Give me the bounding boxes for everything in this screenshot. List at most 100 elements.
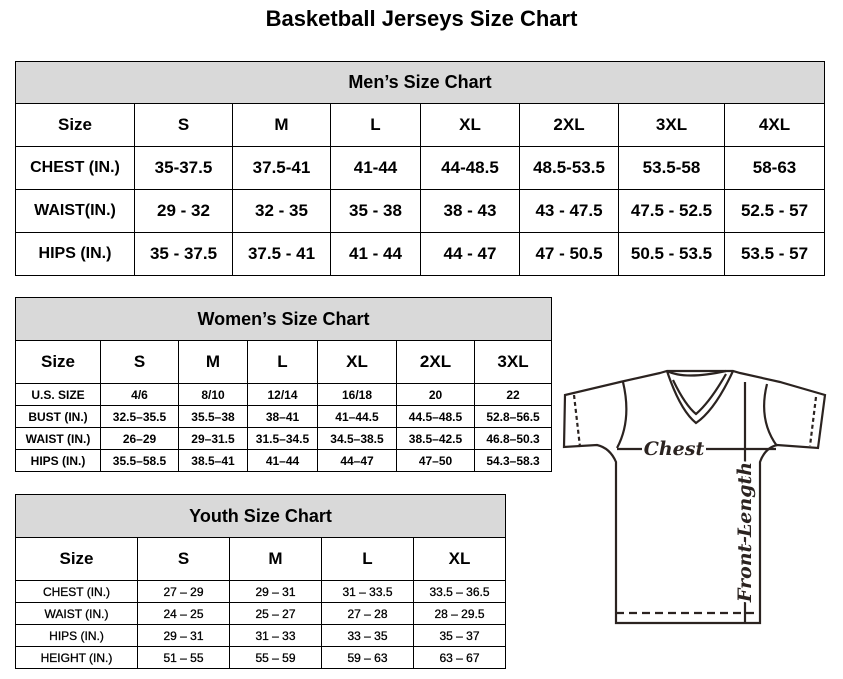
table-row: HEIGHT (IN.) 51 – 55 55 – 59 59 – 63 63 – 67 bbox=[15, 646, 507, 669]
row-label: CHEST (IN.) bbox=[15, 146, 135, 190]
front-length-label: Front Length bbox=[734, 462, 756, 603]
table-cell: 51 – 55 bbox=[137, 646, 230, 669]
table-row: U.S. SIZE 4/6 8/10 12/14 16/18 20 22 bbox=[15, 383, 553, 406]
table-row: HIPS (IN.) 35.5–58.5 38.5–41 41–44 44–47 47–5… bbox=[15, 449, 553, 472]
shirt-outline bbox=[562, 369, 827, 625]
table-cell: 25 – 27 bbox=[229, 602, 322, 625]
column-header: L bbox=[247, 340, 318, 384]
table-caption: Youth Size Chart bbox=[14, 494, 507, 538]
table-cell: 52.8–56.5 bbox=[473, 405, 553, 428]
table-cell: 34.5–38.5 bbox=[317, 427, 397, 450]
table-cell: 52.5 - 57 bbox=[724, 189, 825, 233]
table-cell: 38 - 43 bbox=[420, 189, 520, 233]
table-row: WAIST (IN.) 26–29 29–31.5 31.5–34.5 34.5–38.… bbox=[15, 427, 553, 450]
table-cell: 47–50 bbox=[396, 449, 475, 472]
table-cell: 4/6 bbox=[100, 383, 179, 406]
table-cell: 28 – 29.5 bbox=[412, 602, 507, 625]
table-cell: 29 – 31 bbox=[229, 580, 322, 603]
column-header: Size bbox=[15, 340, 101, 384]
table-cell: 44.5–48.5 bbox=[396, 405, 475, 428]
table-cell: 47 - 50.5 bbox=[519, 232, 619, 276]
table-cell: 35 - 37.5 bbox=[134, 232, 233, 276]
table-cell: 48.5-53.5 bbox=[519, 146, 619, 190]
column-header: L bbox=[321, 537, 414, 581]
row-label: U.S. SIZE bbox=[15, 383, 101, 406]
table-cell: 27 – 29 bbox=[137, 580, 230, 603]
table-cell: 37.5-41 bbox=[232, 146, 331, 190]
column-header: Size bbox=[15, 537, 138, 581]
table-cell: 29 - 32 bbox=[134, 189, 233, 233]
column-header: M bbox=[178, 340, 248, 384]
table-cell: 44 - 47 bbox=[420, 232, 520, 276]
table-cell: 35.5–58.5 bbox=[100, 449, 179, 472]
table-cell: 33.5 – 36.5 bbox=[412, 580, 507, 603]
column-header: XL bbox=[317, 340, 397, 384]
jersey-diagram: Chest Front Length bbox=[562, 369, 827, 625]
table-cell: 58-63 bbox=[724, 146, 825, 190]
column-header: 2XL bbox=[519, 103, 619, 147]
table-cell: 8/10 bbox=[178, 383, 248, 406]
table-cell: 31 – 33 bbox=[229, 624, 322, 647]
table-row: CHEST (IN.) 35-37.5 37.5-41 41-44 44-48.5 48.… bbox=[15, 146, 825, 190]
table-cell: 29–31.5 bbox=[178, 427, 248, 450]
table-cell: 20 bbox=[396, 383, 475, 406]
table-cell: 44-48.5 bbox=[420, 146, 520, 190]
table-cell: 41-44 bbox=[330, 146, 421, 190]
column-header: S bbox=[100, 340, 179, 384]
womens-size-table: Women’s Size Chart Size S M L XL 2XL 3XL U.S. SI… bbox=[14, 297, 553, 472]
table-row: HIPS (IN.) 35 - 37.5 37.5 - 41 41 - 44 44 - … bbox=[15, 232, 825, 276]
table-cell: 32.5–35.5 bbox=[100, 405, 179, 428]
table-cell: 22 bbox=[473, 383, 553, 406]
table-cell: 47.5 - 52.5 bbox=[618, 189, 725, 233]
table-row: BUST (IN.) 32.5–35.5 35.5–38 38–41 41–44.5 44… bbox=[15, 405, 553, 428]
table-cell: 38–41 bbox=[247, 405, 318, 428]
table-cell: 32 - 35 bbox=[232, 189, 331, 233]
youth-size-table: Youth Size Chart Size S M L XL CHEST (IN.) 27 –… bbox=[14, 494, 507, 669]
table-row: CHEST (IN.) 27 – 29 29 – 31 31 – 33.5 33.5 –… bbox=[15, 580, 507, 603]
table-cell: 35.5–38 bbox=[178, 405, 248, 428]
table-cell: 29 – 31 bbox=[137, 624, 230, 647]
table-cell: 24 – 25 bbox=[137, 602, 230, 625]
chest-label: Chest bbox=[644, 438, 705, 460]
row-label: WAIST (IN.) bbox=[15, 427, 101, 450]
table-cell: 46.8–50.3 bbox=[473, 427, 553, 450]
table-cell: 54.3–58.3 bbox=[473, 449, 553, 472]
column-header: XL bbox=[412, 537, 507, 581]
row-label: BUST (IN.) bbox=[15, 405, 101, 428]
column-header: 2XL bbox=[396, 340, 475, 384]
table-row: HIPS (IN.) 29 – 31 31 – 33 33 – 35 35 – 37 bbox=[15, 624, 507, 647]
column-header: Size bbox=[15, 103, 135, 147]
column-header: S bbox=[137, 537, 230, 581]
table-caption: Men’s Size Chart bbox=[15, 61, 825, 104]
column-header: M bbox=[232, 103, 331, 147]
table-cell: 26–29 bbox=[100, 427, 179, 450]
row-label: HIPS (IN.) bbox=[15, 624, 138, 647]
row-label: WAIST(IN.) bbox=[15, 189, 135, 233]
column-header: XL bbox=[420, 103, 520, 147]
table-cell: 31.5–34.5 bbox=[247, 427, 318, 450]
table-cell: 41–44 bbox=[247, 449, 318, 472]
table-cell: 43 - 47.5 bbox=[519, 189, 619, 233]
column-header: L bbox=[330, 103, 421, 147]
table-cell: 33 – 35 bbox=[321, 624, 414, 647]
table-cell: 35-37.5 bbox=[134, 146, 233, 190]
table-cell: 63 – 67 bbox=[412, 646, 507, 669]
page-title: Basketball Jerseys Size Chart bbox=[265, 6, 578, 31]
table-cell: 16/18 bbox=[317, 383, 397, 406]
table-cell: 53.5-58 bbox=[618, 146, 725, 190]
mens-size-table: Men’s Size Chart Size S M L XL 2XL 3XL 4XL CHEST … bbox=[15, 61, 825, 276]
table-cell: 53.5 - 57 bbox=[724, 232, 825, 276]
table-cell: 12/14 bbox=[247, 383, 318, 406]
table-cell: 55 – 59 bbox=[229, 646, 322, 669]
table-cell: 38.5–41 bbox=[178, 449, 248, 472]
table-cell: 35 - 38 bbox=[330, 189, 421, 233]
table-cell: 50.5 - 53.5 bbox=[618, 232, 725, 276]
row-label: HIPS (IN.) bbox=[15, 449, 101, 472]
column-header: 3XL bbox=[473, 340, 553, 384]
row-label: HEIGHT (IN.) bbox=[15, 646, 138, 669]
table-cell: 44–47 bbox=[317, 449, 397, 472]
row-label: WAIST (IN.) bbox=[15, 602, 138, 625]
column-header: S bbox=[134, 103, 233, 147]
table-cell: 41 - 44 bbox=[330, 232, 421, 276]
table-cell: 27 – 28 bbox=[321, 602, 414, 625]
